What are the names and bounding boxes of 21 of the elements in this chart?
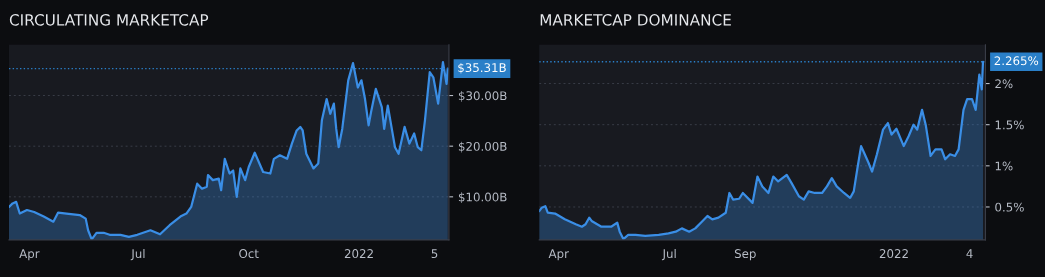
y-tick-label: $10.00B — [458, 192, 507, 204]
x-tick-label: 5 — [431, 249, 438, 259]
chart-title: CIRCULATING MARKETCAP — [9, 14, 209, 26]
x-tick-label: Jul — [661, 248, 676, 261]
y-tick-label: 0.5% — [995, 202, 1024, 212]
ref-line-label: $35.31B — [458, 62, 506, 74]
x-tick-label: 4 — [966, 249, 973, 258]
ref-line-label: 2.265% — [994, 56, 1039, 66]
y-tick-label: $30.00B — [458, 91, 507, 102]
x-tick-label: 2022 — [344, 249, 373, 259]
x-tick-label: Apr — [19, 249, 40, 261]
x-tick-label: Oct — [239, 249, 259, 259]
y-tick-label: 1% — [995, 161, 1013, 171]
x-tick-label: Jul — [130, 248, 145, 261]
y-tick-label: 2% — [995, 79, 1013, 89]
x-tick-label: Sep — [734, 249, 756, 261]
chart-title: MARKETCAP DOMINANCE — [540, 14, 731, 26]
y-tick-label: $20.00B — [458, 141, 507, 153]
x-tick-label: 2022 — [879, 249, 908, 259]
y-tick-label: 1.5% — [995, 120, 1024, 130]
x-tick-label: Apr — [548, 249, 569, 261]
